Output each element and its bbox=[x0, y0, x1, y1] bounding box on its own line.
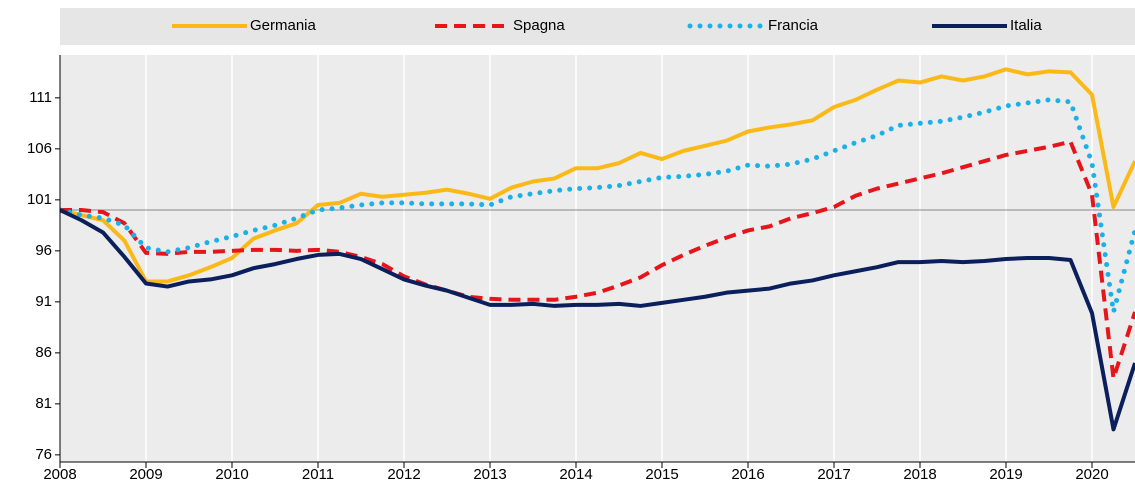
x-tick-label: 2020 bbox=[1075, 466, 1108, 483]
x-tick-label: 2017 bbox=[817, 466, 850, 483]
axes: 2008 2009 2010 2011 2012 2013 2014 2015 2016 2017… bbox=[27, 55, 1135, 483]
x-tick-label: 2013 bbox=[473, 466, 506, 483]
x-tick-label: 2019 bbox=[989, 466, 1022, 483]
series-line bbox=[60, 208, 1135, 432]
y-tick-label: 81 bbox=[35, 395, 52, 412]
y-tick-label: 76 bbox=[35, 446, 52, 463]
legend-label: Francia bbox=[768, 17, 819, 34]
y-tick-label: 86 bbox=[35, 344, 52, 361]
x-tick-label: 2008 bbox=[43, 466, 76, 483]
series-line bbox=[60, 97, 1135, 315]
x-tick-label: 2010 bbox=[215, 466, 248, 483]
legend: Germania Spagna Francia Italia bbox=[172, 17, 1042, 34]
y-tick-label: 106 bbox=[27, 140, 52, 157]
legend-label: Spagna bbox=[513, 17, 565, 34]
x-tick-label: 2011 bbox=[302, 466, 334, 483]
y-tick-label: 91 bbox=[35, 293, 52, 310]
x-tick-label: 2015 bbox=[645, 466, 678, 483]
x-tick-label: 2009 bbox=[129, 466, 162, 483]
x-tick-label: 2018 bbox=[903, 466, 936, 483]
y-tick-label: 111 bbox=[29, 89, 52, 106]
legend-label: Italia bbox=[1010, 17, 1042, 34]
y-tick-label: 96 bbox=[35, 242, 52, 259]
x-tick-label: 2016 bbox=[731, 466, 764, 483]
x-tick-label: 2014 bbox=[559, 466, 592, 483]
x-tick-label: 2012 bbox=[387, 466, 420, 483]
plot-area bbox=[60, 55, 1135, 462]
series-line bbox=[60, 139, 1135, 381]
lines bbox=[60, 67, 1135, 432]
legend-label: Germania bbox=[250, 17, 317, 34]
y-tick-label: 101 bbox=[27, 191, 52, 208]
